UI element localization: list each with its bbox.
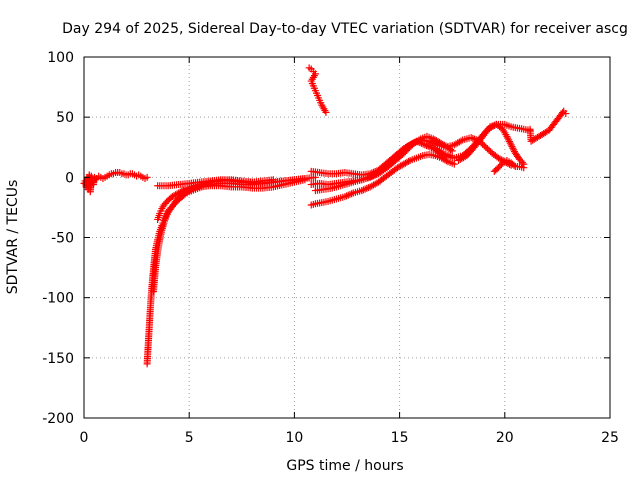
chart-title: Day 294 of 2025, Sidereal Day-to-day VTE…	[62, 21, 628, 37]
series-track-late-c	[490, 156, 528, 175]
data-point	[421, 141, 429, 149]
x-axis-label: GPS time / hours	[286, 458, 403, 474]
series-track-rising-a	[307, 150, 458, 209]
axis-ticks: 0 5 10 15 20 25 -200 -150 -100 -50 0 50 100	[42, 50, 619, 446]
series-track-late-b	[455, 120, 528, 168]
data-point	[450, 160, 458, 168]
series-track-late-scatter	[526, 107, 570, 145]
data-point-interp	[506, 139, 514, 147]
data-point-interp	[348, 190, 356, 198]
data-point-interp	[457, 137, 465, 145]
data-point	[301, 176, 309, 184]
series-track-rising-c	[307, 134, 515, 179]
y-tick-label: -200	[42, 411, 74, 427]
data-point-interp	[518, 158, 526, 166]
data-point-interp	[440, 151, 448, 159]
data-point	[322, 108, 330, 116]
data-point-interp	[430, 139, 438, 147]
data-point-interp	[427, 138, 435, 146]
data-point-interp	[505, 136, 513, 144]
data-point-interp	[510, 146, 518, 154]
data-point-interp	[505, 137, 513, 145]
y-tick-label: 0	[65, 170, 74, 186]
series-track-steep-spike	[305, 64, 330, 116]
data-point-interp	[432, 140, 440, 148]
data-point-interp	[504, 134, 512, 142]
data-point-interp	[344, 191, 352, 199]
data-point-interp	[469, 134, 477, 142]
data-point	[92, 176, 100, 184]
data-point	[482, 143, 490, 151]
y-tick-label: 100	[47, 50, 74, 66]
data-point-interp	[428, 144, 436, 152]
data-point	[362, 175, 370, 183]
data-point-interp	[405, 157, 413, 165]
data-point-interp	[541, 129, 549, 137]
x-tick-label: 10	[285, 430, 303, 446]
data-point-interp	[416, 139, 424, 147]
series-cluster-early	[80, 169, 151, 196]
data-points	[80, 64, 570, 368]
data-point-interp	[361, 185, 369, 193]
y-tick-label: -150	[42, 351, 74, 367]
grid	[84, 57, 610, 418]
data-point	[425, 137, 433, 145]
data-point-interp	[510, 161, 518, 169]
data-point	[507, 141, 515, 149]
data-point-interp	[485, 146, 493, 154]
y-tick-label: -100	[42, 291, 74, 307]
data-point-interp	[426, 143, 434, 151]
data-point	[467, 134, 475, 142]
data-point	[520, 164, 528, 172]
data-point-interp	[346, 190, 354, 198]
data-point	[562, 110, 570, 118]
x-tick-label: 15	[391, 430, 409, 446]
data-point-interp	[343, 192, 351, 200]
data-point	[143, 173, 151, 181]
data-point-interp	[480, 142, 488, 150]
series-track-dip-b	[149, 177, 277, 296]
series-track-rising-d	[311, 137, 454, 195]
data-point-interp	[365, 173, 373, 181]
data-point-interp	[509, 144, 517, 152]
data-point-interp	[363, 184, 371, 192]
y-tick-label: 50	[56, 110, 74, 126]
series-track-flat-mid	[185, 176, 309, 192]
data-point-interp	[423, 142, 431, 150]
data-point-interp	[508, 143, 516, 151]
data-point-interp	[364, 174, 372, 182]
x-tick-label: 20	[496, 430, 514, 446]
data-point-interp	[179, 186, 187, 194]
data-point-interp	[419, 140, 427, 148]
data-point-interp	[359, 186, 367, 194]
data-point-interp	[424, 142, 432, 150]
data-point-interp	[417, 139, 425, 147]
data-point	[358, 187, 366, 195]
x-tick-label: 5	[185, 430, 194, 446]
data-point-interp	[497, 160, 505, 168]
data-point	[341, 193, 349, 201]
y-axis-label: SDTVAR / TECUs	[5, 180, 21, 295]
data-point-interp	[428, 139, 436, 147]
data-point-interp	[479, 140, 487, 148]
data-point-interp	[559, 109, 567, 117]
data-point-interp	[414, 138, 422, 146]
series-track-flat-top	[154, 173, 319, 190]
x-tick-label: 0	[80, 430, 89, 446]
data-point-interp	[367, 172, 375, 180]
data-point	[503, 132, 511, 140]
data-point	[412, 137, 420, 145]
data-point-interp	[364, 184, 372, 192]
data-point-interp	[483, 145, 491, 153]
y-tick-label: -50	[51, 231, 74, 247]
x-tick-label: 25	[601, 430, 619, 446]
